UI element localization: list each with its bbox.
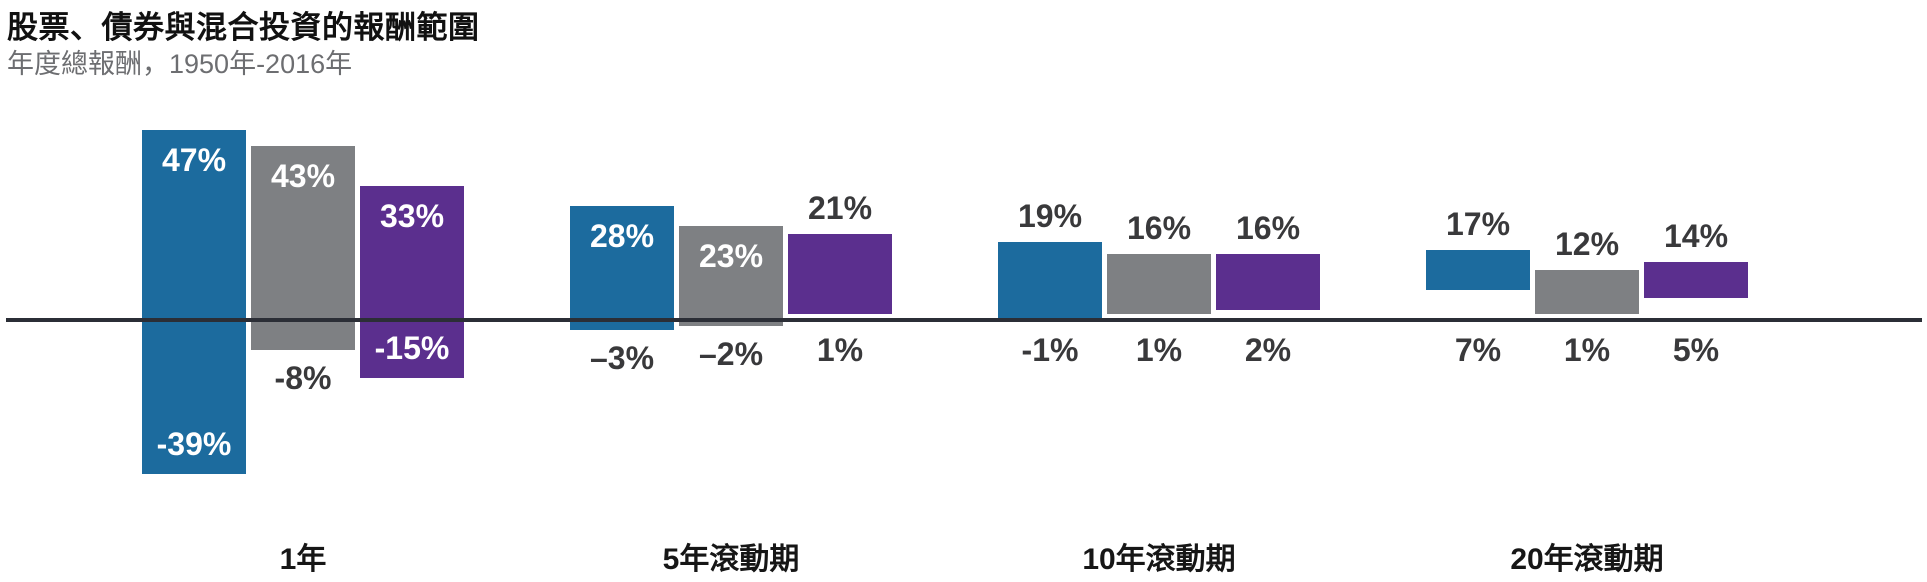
category-label-20年滾動期: 20年滾動期 <box>1510 543 1664 576</box>
bar-purple-10年滾動期 <box>1216 254 1320 310</box>
bar-purple-1年 <box>360 186 464 378</box>
label-min-purple-5年滾動期: 1% <box>816 332 864 368</box>
bar-blue-1年 <box>142 130 246 474</box>
page-title: 股票、債券與混合投資的報酬範圍 <box>7 10 480 45</box>
label-max-purple-10年滾動期: 16% <box>1235 210 1301 246</box>
bar-blue-5年滾動期 <box>570 206 674 330</box>
bar-purple-20年滾動期 <box>1644 262 1748 298</box>
label-max-blue-10年滾動期: 19% <box>1017 198 1083 234</box>
zero-axis-line <box>6 318 1922 322</box>
bar-blue-20年滾動期 <box>1426 250 1530 290</box>
label-max-gray-20年滾動期: 12% <box>1554 226 1620 262</box>
label-max-gray-5年滾動期: 23% <box>698 238 764 274</box>
chart-subtitle: 年度總報酬，1950年-2016年 <box>7 49 353 79</box>
label-min-gray-5年滾動期: –2% <box>698 336 764 372</box>
label-max-blue-5年滾動期: 28% <box>589 218 655 254</box>
label-min-blue-10年滾動期: -1% <box>1021 332 1079 368</box>
label-max-blue-20年滾動期: 17% <box>1445 206 1511 242</box>
label-max-purple-1年: 33% <box>379 198 445 234</box>
label-min-gray-1年: -8% <box>274 360 332 396</box>
label-max-purple-5年滾動期: 21% <box>807 190 873 226</box>
category-label-10年滾動期: 10年滾動期 <box>1082 543 1236 576</box>
label-max-blue-1年: 47% <box>161 142 227 178</box>
bar-gray-5年滾動期 <box>679 226 783 326</box>
label-min-purple-1年: -15% <box>374 330 450 366</box>
label-max-gray-1年: 43% <box>270 158 336 194</box>
category-label-1年: 1年 <box>279 543 327 576</box>
label-min-purple-20年滾動期: 5% <box>1672 332 1720 368</box>
label-min-purple-10年滾動期: 2% <box>1244 332 1292 368</box>
bar-gray-20年滾動期 <box>1535 270 1639 314</box>
label-max-gray-10年滾動期: 16% <box>1126 210 1192 246</box>
bar-gray-10年滾動期 <box>1107 254 1211 314</box>
label-min-blue-5年滾動期: –3% <box>589 340 655 376</box>
label-min-gray-20年滾動期: 1% <box>1563 332 1611 368</box>
label-max-purple-20年滾動期: 14% <box>1663 218 1729 254</box>
category-label-5年滾動期: 5年滾動期 <box>662 543 800 576</box>
bar-blue-10年滾動期 <box>998 242 1102 322</box>
label-min-blue-20年滾動期: 7% <box>1454 332 1502 368</box>
label-min-blue-1年: -39% <box>156 426 232 462</box>
bar-gray-1年 <box>251 146 355 350</box>
label-min-gray-10年滾動期: 1% <box>1135 332 1183 368</box>
bar-purple-5年滾動期 <box>788 234 892 314</box>
